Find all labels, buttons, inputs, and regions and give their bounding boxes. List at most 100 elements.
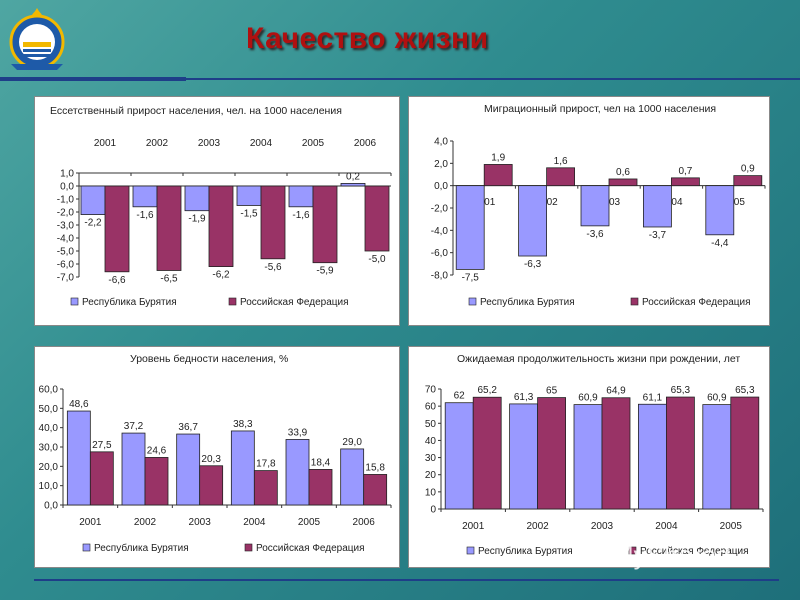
legend-label: Российская Федерация: [256, 543, 365, 554]
y-tick-label: 70: [425, 385, 437, 396]
y-tick-label: -2,0: [431, 204, 449, 215]
legend-swatch: [82, 543, 91, 552]
data-label: 33,9: [288, 427, 308, 438]
bar: [702, 404, 732, 510]
bar: [573, 404, 603, 510]
life-expectancy-chart: 70 60 50 40 30 20 10 0 2001 2002 2003 2004 2005 62 61,…: [425, 385, 764, 557]
data-label: 0,9: [741, 164, 755, 175]
footer-divider: [34, 579, 779, 581]
page-title: Качество жизни: [246, 22, 489, 55]
x-tick-label: 2002: [134, 517, 157, 528]
bar: [546, 167, 576, 187]
header-divider-thick: [0, 77, 186, 81]
y-tick-label: -4,0: [57, 234, 75, 245]
y-tick-label: 0,0: [60, 182, 74, 193]
y-tick-label: 10,0: [39, 481, 59, 492]
bar: [104, 185, 130, 273]
y-tick-label: 4,0: [434, 137, 448, 148]
y-tick-label: -1,0: [57, 195, 75, 206]
legend-label: Российская Федерация: [240, 297, 349, 308]
data-label: 64,9: [606, 386, 626, 397]
bar: [444, 402, 474, 510]
y-tick-label: -6,0: [57, 260, 75, 271]
y-tick-label: 0,0: [44, 501, 58, 512]
bar: [199, 465, 224, 506]
data-label: 65,2: [477, 385, 497, 396]
bar: [665, 396, 695, 510]
data-label: -5,9: [316, 266, 334, 277]
y-tick-label: 0,0: [434, 181, 448, 192]
bar: [580, 185, 610, 227]
chart-title: Ессетственный прирост населения, чел. на…: [50, 105, 342, 117]
y-tick-label: -8,0: [431, 271, 449, 282]
emblem-icon: [9, 8, 65, 70]
bar: [364, 185, 390, 252]
y-tick-label: 40,0: [39, 423, 59, 434]
data-label: 24,6: [147, 445, 167, 456]
legend-swatch: [468, 297, 477, 306]
data-label: -4,4: [711, 238, 729, 249]
y-tick-label: -5,0: [57, 247, 75, 258]
bar: [132, 185, 158, 208]
x-tick-label: 2004: [655, 521, 678, 532]
data-label: -1,6: [292, 210, 310, 221]
y-tick-label: -2,0: [57, 208, 75, 219]
data-label: 0,6: [616, 167, 630, 178]
legend-swatch: [228, 297, 237, 306]
data-label: 48,6: [69, 399, 89, 410]
x-tick-label: 2004: [250, 138, 273, 149]
bar: [184, 185, 210, 212]
y-tick-label: -6,0: [431, 248, 449, 259]
bar: [363, 474, 388, 506]
migration-chart-panel: Миграционный прирост, чел на 1000 населе…: [408, 96, 770, 326]
legend-label: Республика Бурятия: [82, 296, 177, 308]
x-tick-label: 2005: [302, 138, 325, 149]
bar: [340, 448, 365, 506]
data-label: 29,0: [342, 437, 362, 448]
data-label: 60,9: [578, 393, 598, 404]
data-label: -6,3: [524, 259, 542, 270]
bar: [176, 433, 201, 506]
bar: [455, 185, 485, 270]
bar: [236, 185, 262, 206]
data-label: 1,9: [491, 152, 505, 163]
y-tick-label: 50,0: [39, 404, 59, 415]
bar: [733, 175, 763, 187]
data-label: 65,3: [735, 385, 755, 396]
data-label: -1,5: [240, 209, 258, 220]
data-label: 17,8: [256, 459, 276, 470]
legend-label: Республика Бурятия: [478, 545, 573, 557]
data-label: 15,8: [365, 462, 385, 473]
legend-swatch: [628, 546, 637, 555]
x-tick-label: 2002: [146, 138, 169, 149]
bar: [518, 185, 547, 257]
header: Качество жизни: [0, 0, 800, 81]
bar: [312, 185, 338, 264]
data-label: 65: [546, 386, 558, 397]
bar: [472, 396, 502, 510]
data-label: 0,2: [346, 171, 360, 182]
data-label: 20,3: [201, 454, 221, 465]
bar: [340, 183, 366, 187]
chart-title: Миграционный прирост, чел на 1000 населе…: [484, 103, 717, 115]
chart-title: Ожидаемая продолжительность жизни при ро…: [457, 353, 741, 365]
bar: [288, 185, 314, 208]
bar: [285, 439, 310, 506]
migration-chart: 4,02,00,0-2,0-4,0-6,0-8,0200120022003200…: [431, 137, 766, 308]
x-tick-label: 2001: [79, 517, 102, 528]
y-tick-label: 20,0: [39, 462, 59, 473]
x-tick-label: 2001: [462, 521, 485, 532]
data-label: -7,5: [462, 272, 480, 283]
data-label: 65,3: [671, 385, 691, 396]
x-tick-label: 2002: [526, 521, 549, 532]
data-label: 36,7: [178, 422, 198, 433]
x-tick-label: 2005: [298, 517, 321, 528]
bar: [121, 432, 146, 506]
y-tick-label: 1,0: [60, 169, 74, 180]
legend-label: Российская Федерация: [642, 297, 751, 308]
data-label: 62: [454, 391, 466, 402]
bar: [608, 178, 638, 187]
data-label: -5,0: [368, 254, 386, 265]
y-tick-label: 20: [425, 470, 437, 481]
x-tick-label: 2003: [591, 521, 614, 532]
